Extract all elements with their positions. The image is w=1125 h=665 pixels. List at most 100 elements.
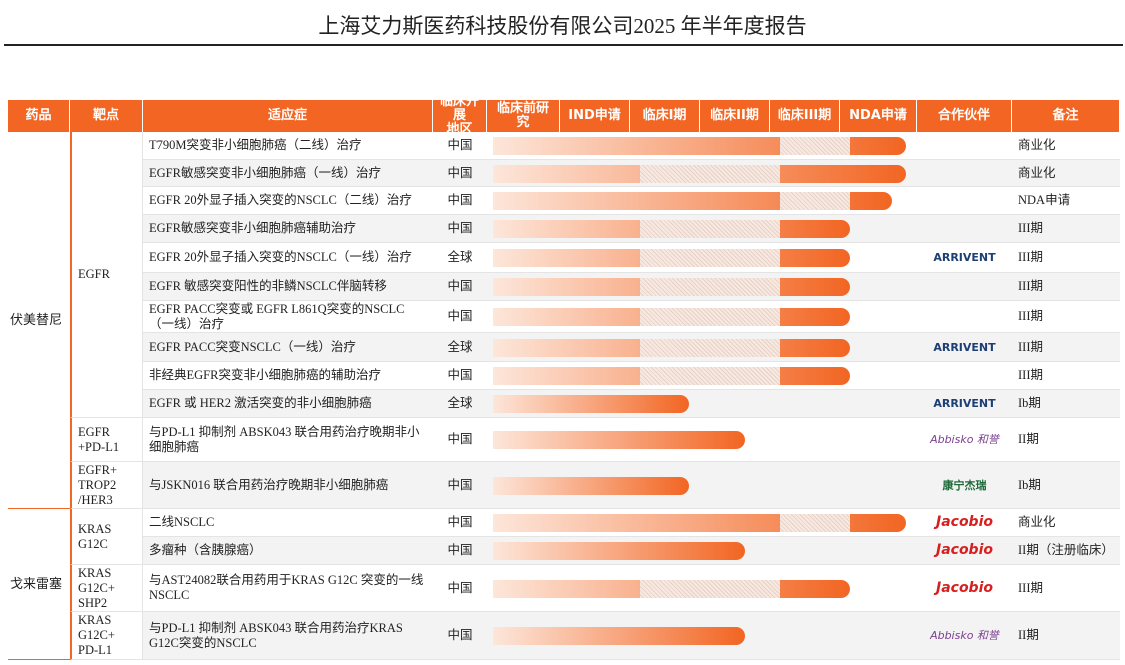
partner: ARRIVENT (917, 390, 1012, 418)
note: NDA申请 (1012, 187, 1120, 215)
phase-cell (487, 509, 917, 537)
indication: 与JSKN016 联合用药治疗晚期非小细胞肺癌 (143, 462, 433, 509)
partner (917, 160, 1012, 187)
partner: Abbisko 和誉 (917, 612, 1012, 660)
phase-cell (487, 132, 917, 160)
hatched-segment (640, 220, 780, 238)
target: EGFR (70, 132, 143, 418)
region: 全球 (433, 243, 487, 273)
phase-cell (487, 418, 917, 462)
hatched-segment (640, 338, 780, 357)
phase-cell (487, 301, 917, 333)
phase-cell (487, 187, 917, 215)
phase-cell (487, 362, 917, 390)
region: 中国 (433, 132, 487, 160)
column-header: 临床前研究 (487, 100, 560, 132)
region: 中国 (433, 462, 487, 509)
indication: EGFR 20外显子插入突变的NSCLC（二线）治疗 (143, 187, 433, 215)
indication: T790M突变非小细胞肺癌（二线）治疗 (143, 132, 433, 160)
hatched-segment (640, 579, 780, 598)
drug: 伏美替尼 (8, 132, 70, 509)
indication: EGFR 敏感突变阳性的非鳞NSCLC伴脑转移 (143, 273, 433, 301)
note: III期 (1012, 333, 1120, 362)
partner: Abbisko 和誉 (917, 418, 1012, 462)
column-header: 临床III期 (770, 100, 840, 132)
column-header: NDA申请 (840, 100, 917, 132)
partner: Jacobio (917, 537, 1012, 565)
hatched-segment (640, 308, 780, 326)
note: 商业化 (1012, 160, 1120, 187)
column-header: 备注 (1012, 100, 1120, 132)
partner (917, 362, 1012, 390)
hatched-segment (780, 192, 850, 210)
partner: ARRIVENT (917, 333, 1012, 362)
note: II期（注册临床） (1012, 537, 1120, 565)
title-rule (4, 44, 1123, 46)
phase-cell (487, 243, 917, 273)
indication: 与PD-L1 抑制剂 ABSK043 联合用药治疗KRAS G12C突变的NSC… (143, 612, 433, 660)
note: Ib期 (1012, 390, 1120, 418)
target: KRAS G12C+ SHP2 (70, 565, 143, 612)
indication: EGFR敏感突变非小细胞肺癌（一线）治疗 (143, 160, 433, 187)
note: III期 (1012, 215, 1120, 243)
phase-cell (487, 565, 917, 612)
partner (917, 273, 1012, 301)
column-header: 合作伙伴 (917, 100, 1012, 132)
region: 全球 (433, 390, 487, 418)
partner (917, 215, 1012, 243)
note: II期 (1012, 418, 1120, 462)
region: 中国 (433, 187, 487, 215)
column-header: 靶点 (70, 100, 143, 132)
target: EGFR+ TROP2 /HER3 (70, 462, 143, 509)
region: 中国 (433, 612, 487, 660)
indication: 二线NSCLC (143, 509, 433, 537)
region: 中国 (433, 301, 487, 333)
hatched-segment (640, 164, 780, 183)
column-header: 临床开展 地区 (433, 95, 487, 137)
column-header: 临床II期 (700, 100, 770, 132)
report-title: 上海艾力斯医药科技股份有限公司2025 年半年度报告 (318, 14, 807, 38)
progress-bar (493, 476, 689, 495)
hatched-segment (780, 514, 850, 532)
hatched-segment (640, 249, 780, 267)
column-header: 临床I期 (630, 100, 700, 132)
region: 中国 (433, 537, 487, 565)
column-header: IND申请 (560, 100, 630, 132)
target: KRAS G12C (70, 509, 143, 565)
note: III期 (1012, 362, 1120, 390)
partner: 康宁杰瑞 (917, 462, 1012, 509)
region: 中国 (433, 215, 487, 243)
partner (917, 132, 1012, 160)
phase-cell (487, 462, 917, 509)
target: KRAS G12C+ PD-L1 (70, 612, 143, 660)
region: 中国 (433, 418, 487, 462)
hatched-segment (640, 367, 780, 385)
note: III期 (1012, 565, 1120, 612)
indication: EGFR PACC突变或 EGFR L861Q突变的NSCLC（一线）治疗 (143, 301, 433, 333)
indication: EGFR 或 HER2 激活突变的非小细胞肺癌 (143, 390, 433, 418)
partner (917, 301, 1012, 333)
indication: 与AST24082联合用药用于KRAS G12C 突变的一线NSCLC (143, 565, 433, 612)
partner: Jacobio (917, 565, 1012, 612)
note: III期 (1012, 273, 1120, 301)
note: II期 (1012, 612, 1120, 660)
column-header: 药品 (8, 100, 70, 132)
region: 中国 (433, 273, 487, 301)
region: 中国 (433, 509, 487, 537)
partner: ARRIVENT (917, 243, 1012, 273)
note: 商业化 (1012, 132, 1120, 160)
column-header: 适应症 (143, 100, 433, 132)
hatched-segment (640, 278, 780, 296)
region: 中国 (433, 160, 487, 187)
region: 中国 (433, 362, 487, 390)
pipeline-table: 药品 靶点 适应症 临床开展 地区 临床前研究 IND申请 临床I期 临床II期 临床III期 N… (8, 95, 1120, 660)
region: 中国 (433, 565, 487, 612)
progress-bar (493, 627, 745, 645)
indication: EGFR 20外显子插入突变的NSCLC（一线）治疗 (143, 243, 433, 273)
region: 全球 (433, 333, 487, 362)
indication: 与PD-L1 抑制剂 ABSK043 联合用药治疗晚期非小细胞肺癌 (143, 418, 433, 462)
partner: Jacobio (917, 509, 1012, 537)
progress-bar (493, 395, 689, 413)
note: III期 (1012, 301, 1120, 333)
